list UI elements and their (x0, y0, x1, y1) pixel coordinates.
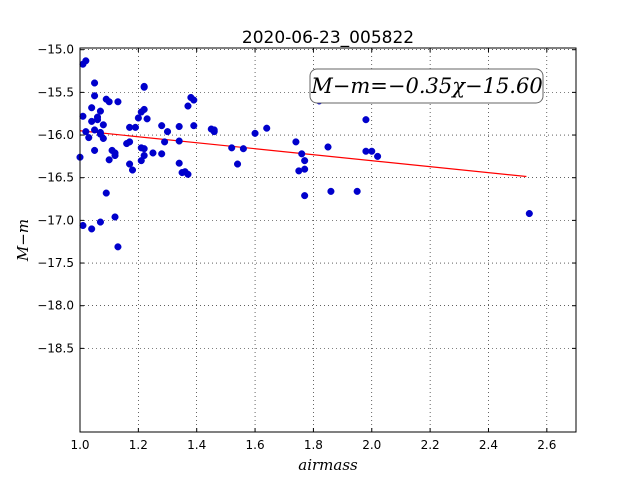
y-axis-label: M−m (14, 219, 32, 262)
fit-equation-box: M−m=−0.35χ−15.60 (309, 68, 544, 104)
y-tick-label: −18.0 (37, 299, 74, 313)
data-point (88, 117, 96, 125)
x-tick-label: 1.0 (70, 438, 89, 452)
data-point (301, 165, 309, 173)
data-point (126, 138, 134, 146)
x-tick-label: 2.6 (537, 438, 556, 452)
y-tick-label: −16.5 (37, 171, 74, 185)
data-point (96, 218, 104, 226)
data-point (525, 209, 533, 218)
data-point (175, 159, 183, 167)
data-point (184, 102, 192, 110)
data-point (96, 107, 104, 115)
data-point (149, 149, 157, 157)
data-point (88, 225, 96, 233)
y-tick-label: −15.5 (37, 85, 74, 99)
data-point (143, 115, 151, 123)
data-point (210, 126, 218, 134)
data-point (251, 129, 259, 137)
fit-equation-frame (309, 68, 544, 104)
data-point (82, 128, 90, 136)
data-point (79, 221, 87, 230)
data-point (99, 121, 107, 129)
x-tick-label: 2.0 (362, 438, 381, 452)
data-point (140, 83, 148, 91)
data-point (163, 128, 172, 136)
data-point (114, 98, 122, 106)
fit-equation: M−m=−0.35χ−15.60 (310, 74, 542, 98)
data-point (105, 156, 113, 164)
data-point (327, 187, 335, 195)
x-tick-label: 2.4 (479, 438, 498, 452)
x-tick-label: 1.4 (187, 438, 206, 452)
data-point (190, 96, 198, 104)
data-point (134, 114, 142, 122)
data-point (158, 150, 166, 158)
data-point (158, 122, 166, 130)
x-tick-label: 1.2 (129, 438, 148, 452)
data-point (295, 167, 303, 175)
data-point (93, 116, 102, 124)
data-point (102, 189, 110, 197)
data-point (82, 57, 90, 65)
data-point (111, 213, 119, 221)
data-point (161, 138, 169, 146)
data-point (105, 98, 113, 106)
y-tick-label: −17.5 (37, 256, 74, 270)
data-point (184, 170, 192, 178)
data-point (353, 187, 361, 195)
x-tick-label: 2.2 (421, 438, 440, 452)
data-point (301, 157, 309, 165)
y-tick-label: −15.0 (37, 43, 74, 57)
data-point (292, 138, 300, 146)
data-point (88, 104, 96, 112)
data-point (111, 151, 119, 160)
data-point (374, 152, 382, 160)
data-point (91, 92, 99, 100)
data-point (91, 79, 99, 87)
data-point (91, 146, 99, 154)
data-point (99, 134, 107, 143)
x-tick-label: 1.6 (246, 438, 265, 452)
data-point (175, 137, 183, 145)
data-point (140, 145, 148, 153)
data-point (362, 116, 370, 124)
chart-title: 2020-06-23_005822 (242, 28, 414, 48)
data-point (114, 243, 122, 251)
ticks: 1.0 1.2 1.4 1.6 1.8 2.0 2.2 2.4 2.6 −15.0 −15.5 −16… (37, 43, 576, 452)
y-tick-label: −16.0 (37, 128, 74, 142)
data-point (368, 147, 376, 155)
y-tick-label: −18.5 (37, 341, 74, 355)
data-point (324, 143, 332, 151)
plot-frame (79, 47, 577, 433)
y-tick-label: −17.0 (37, 213, 74, 227)
data-point (79, 112, 87, 120)
data-point (128, 166, 137, 174)
data-point (126, 160, 134, 168)
x-tick-label: 1.8 (304, 438, 323, 452)
grid (80, 48, 576, 432)
data-point (263, 124, 271, 132)
data-point (234, 160, 242, 168)
data-point (140, 105, 148, 113)
x-axis-label: airmass (298, 456, 358, 474)
points-layer (76, 57, 533, 251)
data-point (131, 123, 139, 131)
data-point (298, 150, 306, 158)
data-point (239, 145, 247, 153)
data-point (190, 122, 198, 130)
data-point (301, 192, 309, 200)
data-point (140, 151, 148, 160)
data-point (175, 122, 183, 131)
data-point (85, 134, 93, 142)
data-point (228, 144, 236, 152)
data-point (91, 126, 99, 134)
